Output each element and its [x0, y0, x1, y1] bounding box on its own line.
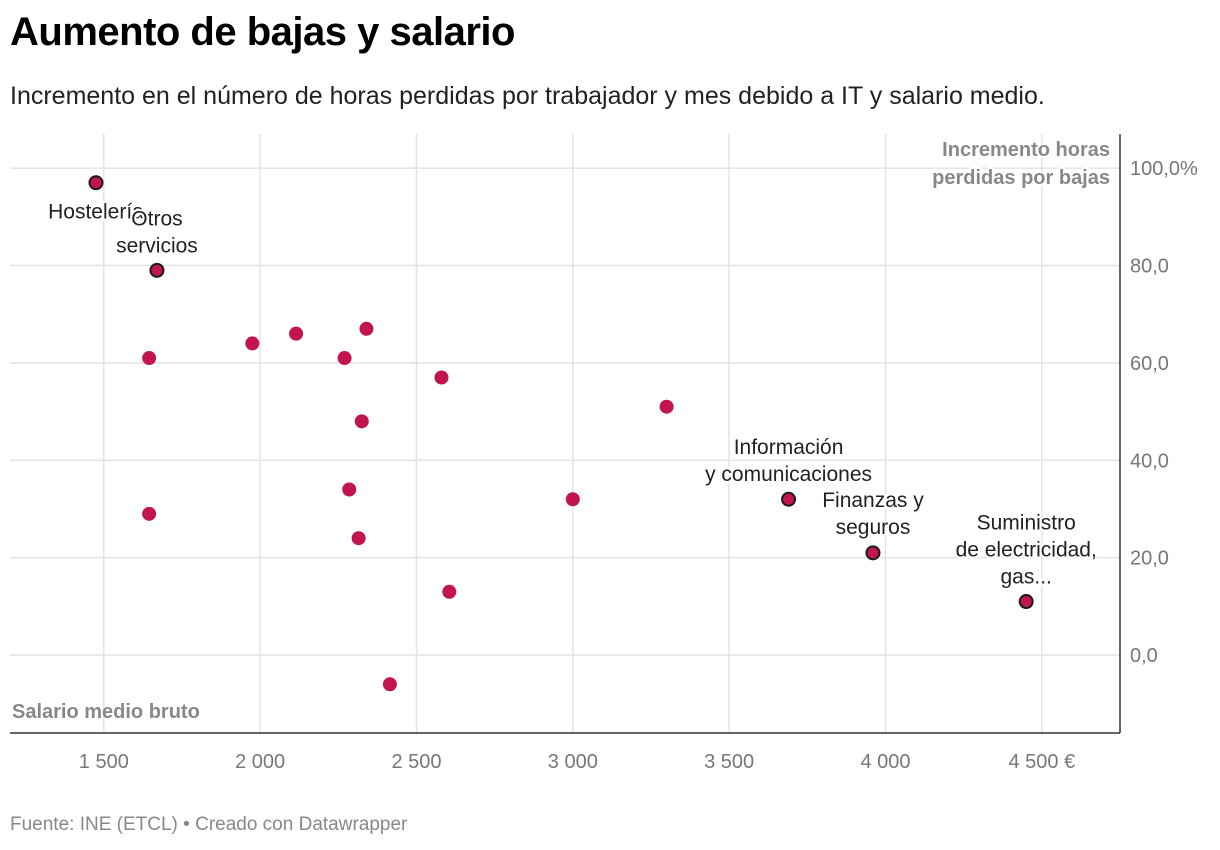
x-tick-label: 1 500	[79, 751, 129, 773]
tick-labels: 1 500 2 000 2 500 3 000 3 500 4 000 4 500 € 0,0…	[79, 158, 1198, 773]
scatter-point	[142, 351, 157, 366]
scatter-point	[434, 370, 449, 385]
scatter-point	[354, 414, 369, 429]
axis-layer	[10, 134, 1121, 734]
scatter-point	[342, 482, 357, 497]
x-tick-label: 2 500	[391, 751, 441, 773]
x-tick-label: 2 000	[235, 751, 285, 773]
y-tick-label: 40,0	[1130, 450, 1169, 472]
scatter-point	[659, 399, 674, 414]
scatter-point	[359, 321, 374, 336]
scatter-point	[351, 531, 366, 546]
scatter-point	[382, 677, 397, 692]
source-footer: Fuente: INE (ETCL) • Creado con Datawrap…	[10, 814, 408, 835]
scatter-point	[289, 326, 304, 341]
x-tick-label: 3 000	[548, 751, 598, 773]
point-label: y comunicaciones	[705, 463, 872, 486]
scatter-point	[245, 336, 260, 351]
axis-titles: Salario medio bruto Incremento horas perdi…	[12, 137, 1112, 723]
scatter-chart: 1 500 2 000 2 500 3 000 3 500 4 000 4 500 € 0,0…	[10, 134, 1198, 773]
point-label: Otros	[131, 207, 182, 230]
point-label: servicios	[116, 234, 198, 257]
scatter-point	[149, 262, 165, 278]
scatter-point	[565, 492, 580, 507]
point-label: Información	[734, 436, 844, 459]
grid-layer	[10, 134, 1120, 733]
scatter-point	[781, 491, 797, 507]
scatter-point	[142, 506, 157, 521]
point-label: seguros	[836, 516, 911, 539]
scatter-point	[442, 584, 457, 599]
y-tick-label: 80,0	[1130, 255, 1169, 277]
scatter-point	[1018, 594, 1034, 610]
y-tick-label: 100,0%	[1130, 158, 1198, 180]
y-tick-label: 0,0	[1130, 645, 1158, 667]
y-axis-title: Incremento horas	[942, 139, 1110, 161]
data-points	[88, 175, 1034, 692]
x-tick-label: 4 500 €	[1008, 751, 1075, 773]
y-tick-label: 20,0	[1130, 548, 1169, 570]
x-tick-label: 3 500	[704, 751, 754, 773]
chart-title: Aumento de bajas y salario	[10, 10, 515, 54]
scatter-point	[337, 351, 352, 366]
scatter-point	[88, 175, 104, 191]
point-label: de electricidad,	[956, 539, 1097, 562]
point-label: Finanzas y	[822, 489, 924, 512]
point-label: Suministro	[977, 512, 1076, 535]
y-axis-title: perdidas por bajas	[932, 167, 1110, 189]
point-label: gas...	[1001, 566, 1052, 589]
x-tick-label: 4 000	[860, 751, 910, 773]
scatter-point	[865, 545, 881, 561]
chart-subtitle: Incremento en el número de horas perdida…	[10, 82, 1045, 110]
point-label: Hostelería	[48, 201, 144, 224]
y-tick-label: 60,0	[1130, 353, 1169, 375]
x-axis-title: Salario medio bruto	[12, 701, 200, 723]
